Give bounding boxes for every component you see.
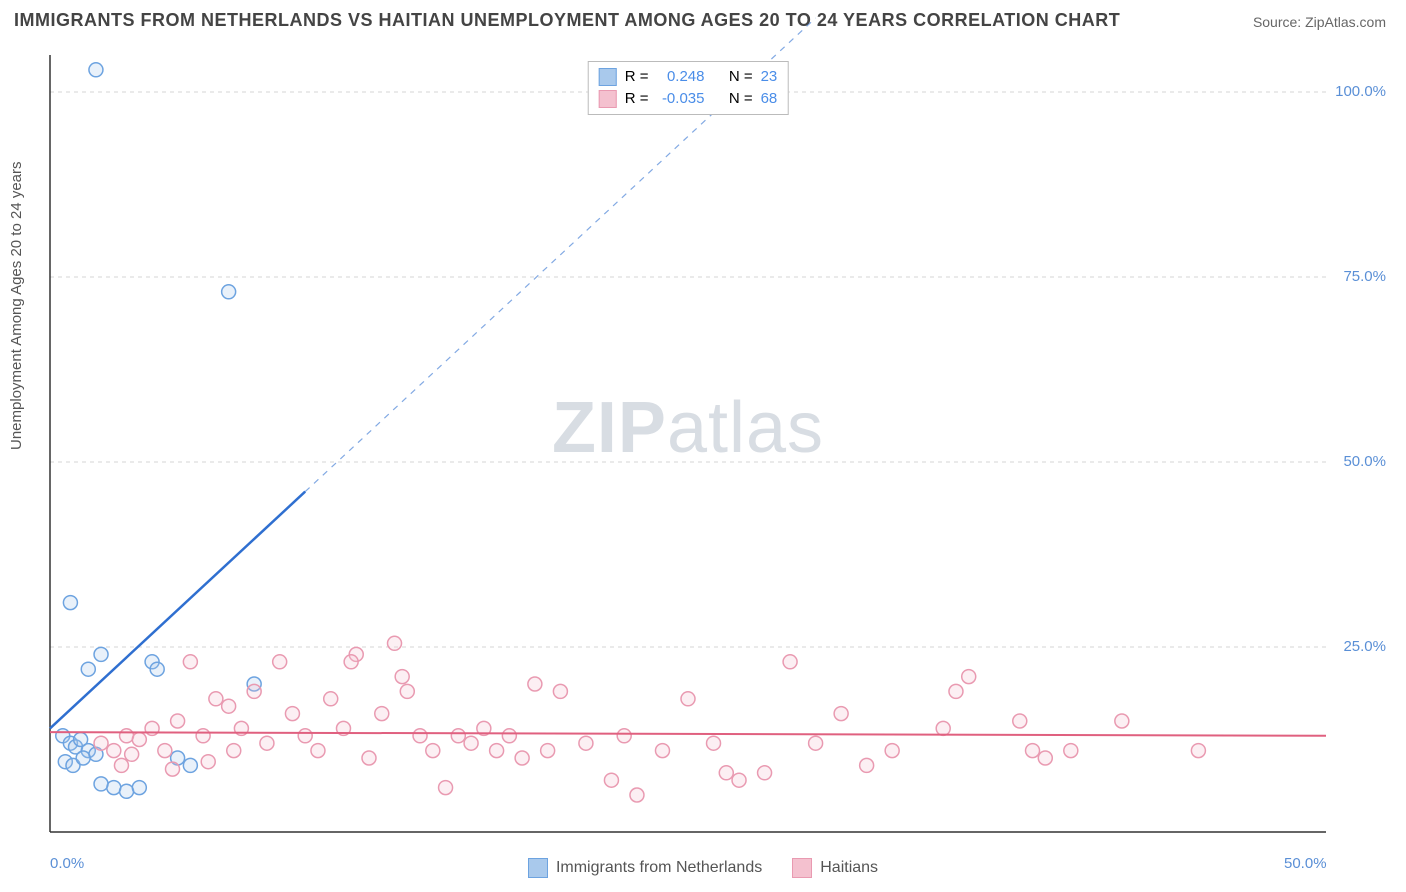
n-label: N = xyxy=(729,88,753,110)
y-axis-label: Unemployment Among Ages 20 to 24 years xyxy=(8,161,25,450)
ytick-label: 100.0% xyxy=(1335,83,1386,100)
swatch-haitians-icon xyxy=(792,858,812,878)
ytick-label: 75.0% xyxy=(1343,268,1386,285)
r-value-haitians: -0.035 xyxy=(656,88,704,110)
legend-row-haitians: R = -0.035 N = 68 xyxy=(599,88,778,110)
legend-item-haitians: Haitians xyxy=(792,858,878,878)
legend-label-netherlands: Immigrants from Netherlands xyxy=(556,859,762,877)
n-label: N = xyxy=(729,66,753,88)
ytick-label: 50.0% xyxy=(1343,453,1386,470)
n-value-haitians: 68 xyxy=(761,88,778,110)
source-label: Source: ZipAtlas.com xyxy=(1253,14,1386,30)
chart-title: IMMIGRANTS FROM NETHERLANDS VS HAITIAN U… xyxy=(14,10,1120,31)
ytick-label: 25.0% xyxy=(1343,638,1386,655)
r-label: R = xyxy=(625,88,649,110)
r-value-netherlands: 0.248 xyxy=(656,66,704,88)
correlation-legend: R = 0.248 N = 23 R = -0.035 N = 68 xyxy=(588,61,789,115)
chart-area: ZIPatlas R = 0.248 N = 23 R = -0.035 N =… xyxy=(50,55,1326,832)
swatch-netherlands-icon xyxy=(599,68,617,86)
legend-label-haitians: Haitians xyxy=(820,859,878,877)
swatch-netherlands-icon xyxy=(528,858,548,878)
swatch-haitians-icon xyxy=(599,90,617,108)
xtick-label: 50.0% xyxy=(1284,855,1327,872)
legend-row-netherlands: R = 0.248 N = 23 xyxy=(599,66,778,88)
r-label: R = xyxy=(625,66,649,88)
series-legend: Immigrants from Netherlands Haitians xyxy=(0,858,1406,878)
legend-item-netherlands: Immigrants from Netherlands xyxy=(528,858,762,878)
scatter-chart xyxy=(50,55,1326,832)
n-value-netherlands: 23 xyxy=(761,66,778,88)
xtick-label: 0.0% xyxy=(50,855,84,872)
